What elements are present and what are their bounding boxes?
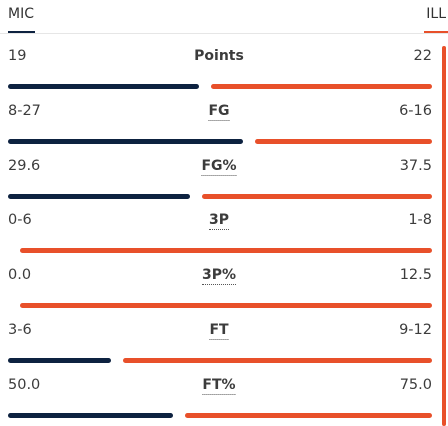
home-value: 12.5 — [399, 267, 432, 284]
stat-label-text[interactable]: FG — [208, 102, 230, 121]
away-bar — [8, 138, 244, 144]
home-bar — [255, 138, 432, 144]
home-team[interactable]: ILL — [426, 6, 446, 22]
stats-page: {"teams": {"away": "MIC", "home": "ILL"}… — [0, 6, 448, 426]
away-value: 3-6 — [8, 322, 32, 338]
away-team[interactable]: MIC — [8, 6, 34, 22]
away-value: 0-6 — [8, 212, 32, 229]
home-bar — [123, 358, 432, 363]
stat-label: FT% — [202, 376, 236, 395]
home-value: 1-8 — [408, 212, 432, 229]
home-value: 37.5 — [399, 157, 432, 174]
home-value: 75.0 — [399, 376, 432, 393]
stat-label: 3P% — [201, 267, 237, 286]
home-bar — [20, 248, 432, 254]
stat-label-text[interactable]: FT% — [202, 376, 236, 395]
home-value: 6-16 — [399, 102, 432, 119]
away-bar — [8, 358, 111, 363]
stat-label: FG — [208, 102, 230, 121]
away-value: 0.0 — [8, 267, 32, 284]
home-bar — [20, 303, 432, 309]
divider — [0, 33, 448, 34]
home-underline — [424, 31, 448, 34]
stat-label-text[interactable]: 3P% — [201, 267, 237, 286]
stat-label-text: Points — [194, 48, 244, 64]
away-underline — [8, 31, 35, 34]
stat-label-text[interactable]: FT — [209, 322, 229, 340]
stat-label-text[interactable]: FG% — [201, 157, 237, 176]
stat-label: Points — [194, 48, 244, 64]
away-bar — [8, 193, 190, 199]
away-value: 50.0 — [8, 376, 41, 393]
home-value: 9-12 — [399, 322, 432, 338]
home-bar — [201, 193, 432, 199]
away-value: 8-27 — [8, 102, 41, 119]
home-bar — [210, 84, 432, 89]
scrollbar[interactable] — [442, 46, 446, 426]
away-value: 29.6 — [8, 157, 41, 174]
away-bar — [8, 84, 199, 89]
home-value: 22 — [413, 48, 432, 64]
away-value: 19 — [8, 48, 27, 64]
stat-label: 3P — [208, 212, 230, 231]
stat-label: FG% — [201, 157, 237, 176]
stat-label-text[interactable]: 3P — [208, 212, 230, 231]
stat-label: FT — [209, 322, 229, 340]
